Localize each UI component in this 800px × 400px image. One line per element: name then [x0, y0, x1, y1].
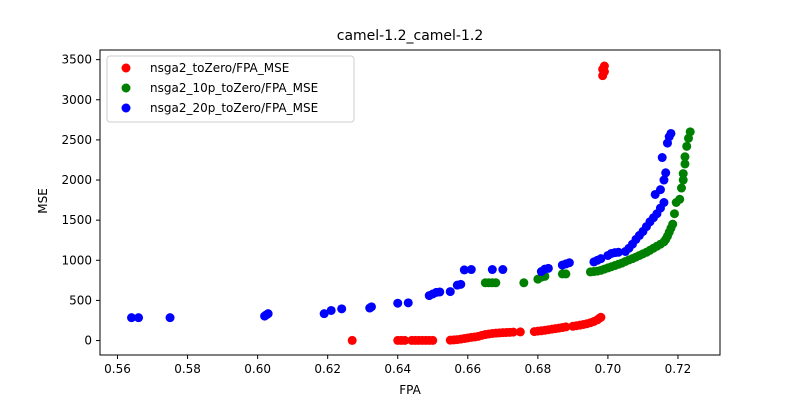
x-axis-label: FPA	[399, 383, 421, 397]
y-tick-label: 1500	[61, 213, 92, 227]
data-point	[456, 279, 466, 289]
data-point	[675, 194, 685, 204]
chart-title: camel-1.2_camel-1.2	[337, 28, 483, 44]
data-point	[347, 335, 357, 345]
data-point	[668, 219, 678, 229]
data-point	[661, 168, 671, 178]
legend-marker	[121, 83, 131, 93]
legend: nsga2_toZero/FPA_MSE nsga2_10p_toZero/FPA…	[106, 55, 355, 123]
data-point	[491, 278, 501, 288]
data-point	[659, 198, 669, 207]
data-point	[596, 254, 606, 264]
legend-label: nsga2_toZero/FPA_MSE	[150, 61, 289, 75]
x-tick-label: 0.64	[384, 362, 411, 376]
x-tick-label: 0.68	[524, 362, 551, 376]
data-point	[366, 302, 376, 312]
series-1	[480, 127, 695, 288]
data-point	[428, 335, 438, 345]
data-point	[400, 335, 410, 345]
data-point	[498, 265, 508, 275]
y-axis-label: MSE	[36, 188, 50, 214]
x-tick-label: 0.62	[314, 362, 341, 376]
x-tick-label: 0.72	[665, 362, 692, 376]
data-point	[435, 287, 445, 297]
series-2	[127, 128, 676, 323]
data-point	[680, 152, 690, 162]
legend-marker	[121, 103, 131, 113]
data-point	[564, 258, 574, 268]
x-tick-label: 0.56	[104, 362, 131, 376]
x-tick-label: 0.70	[595, 362, 622, 376]
y-tick-label: 2000	[61, 173, 92, 187]
data-point	[326, 305, 336, 315]
data-point	[678, 175, 688, 185]
data-point	[561, 269, 571, 279]
data-point	[515, 327, 525, 337]
data-point	[659, 175, 669, 185]
data-point	[561, 322, 571, 332]
x-tick-label: 0.58	[174, 362, 201, 376]
data-point	[508, 327, 518, 337]
data-point	[655, 185, 665, 195]
data-point	[596, 312, 606, 322]
data-point	[666, 128, 676, 138]
data-point	[682, 141, 692, 151]
data-point	[403, 298, 413, 308]
data-point	[263, 309, 273, 319]
data-point	[337, 304, 347, 314]
data-point	[134, 313, 144, 323]
axes: 0.56 0.58 0.60 0.62 0.64 0.66 0.68 0.70 0.72 0 500…	[61, 49, 721, 376]
legend-box	[106, 55, 355, 123]
data-point	[669, 209, 679, 219]
data-point	[165, 313, 175, 323]
data-point	[613, 247, 623, 257]
data-point	[393, 298, 403, 308]
data-point	[319, 309, 329, 319]
plot-frame	[99, 49, 721, 356]
data-point	[676, 183, 686, 193]
data-point	[657, 153, 667, 163]
x-tick-label: 0.66	[454, 362, 481, 376]
data-point	[466, 265, 476, 275]
series-0	[347, 61, 609, 345]
data-point	[445, 287, 455, 297]
data-point	[459, 265, 469, 275]
y-tick-label: 3500	[61, 53, 92, 67]
y-tick-label: 0	[84, 334, 92, 348]
data-point	[127, 313, 137, 323]
legend-label: nsga2_10p_toZero/FPA_MSE	[150, 81, 318, 95]
data-point	[680, 159, 690, 169]
data-point	[685, 127, 695, 137]
data-point	[487, 265, 497, 275]
plot-area	[127, 61, 695, 345]
y-tick-label: 1000	[61, 253, 92, 267]
legend-label: nsga2_20p_toZero/FPA_MSE	[150, 101, 318, 115]
y-tick-label: 500	[69, 293, 92, 307]
legend-marker	[121, 63, 131, 73]
y-tick-label: 3000	[61, 93, 92, 107]
y-tick-label: 2500	[61, 133, 92, 147]
x-tick-label: 0.60	[244, 362, 271, 376]
data-point	[678, 169, 688, 179]
data-point	[519, 278, 529, 288]
data-point	[599, 61, 609, 71]
data-point	[543, 263, 553, 273]
